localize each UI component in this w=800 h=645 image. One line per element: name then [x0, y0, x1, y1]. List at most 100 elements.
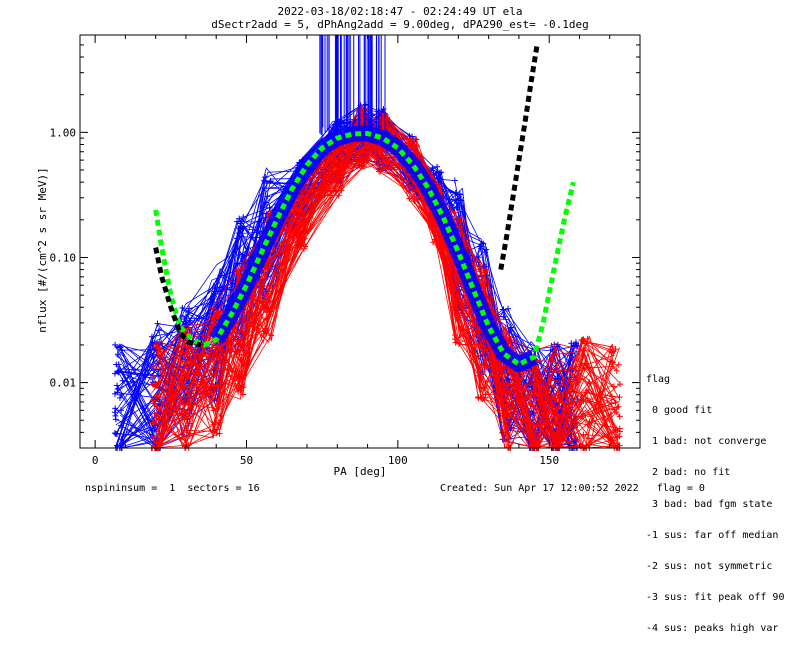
data-point [263, 180, 270, 187]
y-axis-label: nflux [#/(cm^2 s sr MeV)] [36, 167, 49, 333]
data-point [334, 149, 341, 156]
data-point [610, 348, 617, 355]
data-point [302, 243, 309, 250]
data-point [505, 305, 512, 312]
data-point [376, 115, 383, 122]
data-point [616, 428, 623, 435]
data-point [482, 391, 489, 398]
data-point [459, 230, 466, 237]
data-point [298, 206, 305, 213]
data-point [554, 411, 561, 418]
data-point [412, 187, 419, 194]
data-point [586, 379, 593, 386]
data-point [476, 243, 483, 250]
data-point [615, 361, 622, 368]
data-point [302, 225, 309, 232]
data-point [114, 389, 121, 396]
legend-entry: 0 good fit [646, 405, 713, 417]
data-point [149, 434, 156, 441]
data-point [238, 357, 245, 364]
legend-entry: -4 sus: peaks high var [646, 623, 779, 635]
trace-line [157, 127, 621, 449]
data-point [505, 431, 512, 438]
data-point [264, 283, 271, 290]
green-fit-curve [153, 130, 576, 368]
data-point [438, 169, 445, 176]
data-point [500, 313, 507, 320]
data-point [233, 349, 240, 356]
x-tick-label: 0 [92, 454, 99, 467]
data-point [112, 405, 119, 412]
data-point [451, 331, 458, 338]
data-point [480, 338, 487, 345]
data-point [477, 394, 484, 401]
data-point [406, 195, 413, 202]
data-point [236, 270, 243, 277]
data-point [211, 312, 218, 319]
data-point [534, 377, 541, 384]
data-point [185, 400, 192, 407]
legend-entry: -3 sus: fit peak off 90 [646, 592, 785, 604]
data-point [152, 341, 159, 348]
data-point [262, 303, 269, 310]
data-point [119, 377, 126, 384]
data-point [377, 167, 384, 174]
chart-subtitle: dSectr2add = 5, dPhAng2add = 9.00deg, dP… [211, 18, 589, 31]
black-fit-curve [153, 247, 202, 348]
data-point [555, 415, 562, 422]
data-point [614, 427, 621, 434]
data-point [614, 434, 621, 441]
footer-left: nspininsum = 1 sectors = 16 [85, 483, 260, 494]
data-point [186, 396, 193, 403]
data-point [612, 399, 619, 406]
x-tick-label: 150 [539, 454, 559, 467]
data-point [475, 394, 482, 401]
data-point [153, 403, 160, 410]
data-point [235, 388, 242, 395]
data-point [413, 136, 420, 143]
data-point [584, 335, 591, 342]
data-point [266, 260, 273, 267]
data-point [240, 384, 247, 391]
data-point [335, 192, 342, 199]
legend-entry: 1 bad: not converge [646, 436, 767, 448]
data-point [355, 142, 362, 149]
chart-title: 2022-03-18/02:18:47 - 02:24:49 UT ela [277, 5, 522, 18]
data-point [295, 221, 302, 228]
data-point [114, 368, 121, 375]
data-point [555, 391, 562, 398]
data-point [616, 381, 623, 388]
data-point [239, 391, 246, 398]
data-point [178, 383, 185, 390]
data-point [262, 327, 269, 334]
data-point [149, 340, 156, 347]
data-point [186, 305, 193, 312]
data-point [240, 214, 247, 221]
data-point [615, 403, 622, 410]
data-point [457, 218, 464, 225]
data-point [451, 177, 458, 184]
x-axis-label: PA [deg] [334, 465, 387, 478]
black-fit-curve [498, 44, 540, 271]
data-point [530, 439, 537, 446]
data-point [296, 207, 303, 214]
data-point [116, 394, 123, 401]
legend-title: flag [646, 373, 671, 385]
data-point [179, 406, 186, 413]
data-point [609, 359, 616, 366]
data-point [112, 416, 119, 423]
data-point [210, 305, 217, 312]
data-point [296, 242, 303, 249]
y-tick-label: 0.01 [50, 377, 77, 390]
data-point [585, 435, 592, 442]
data-point [209, 296, 216, 303]
peak-error-bars [319, 35, 386, 145]
trace-line [156, 117, 617, 449]
data-point [157, 344, 164, 351]
data-point [235, 382, 242, 389]
data-point [454, 274, 461, 281]
data-point [616, 413, 623, 420]
data-point [481, 363, 488, 370]
data-point [114, 351, 121, 358]
data-point [503, 403, 510, 410]
